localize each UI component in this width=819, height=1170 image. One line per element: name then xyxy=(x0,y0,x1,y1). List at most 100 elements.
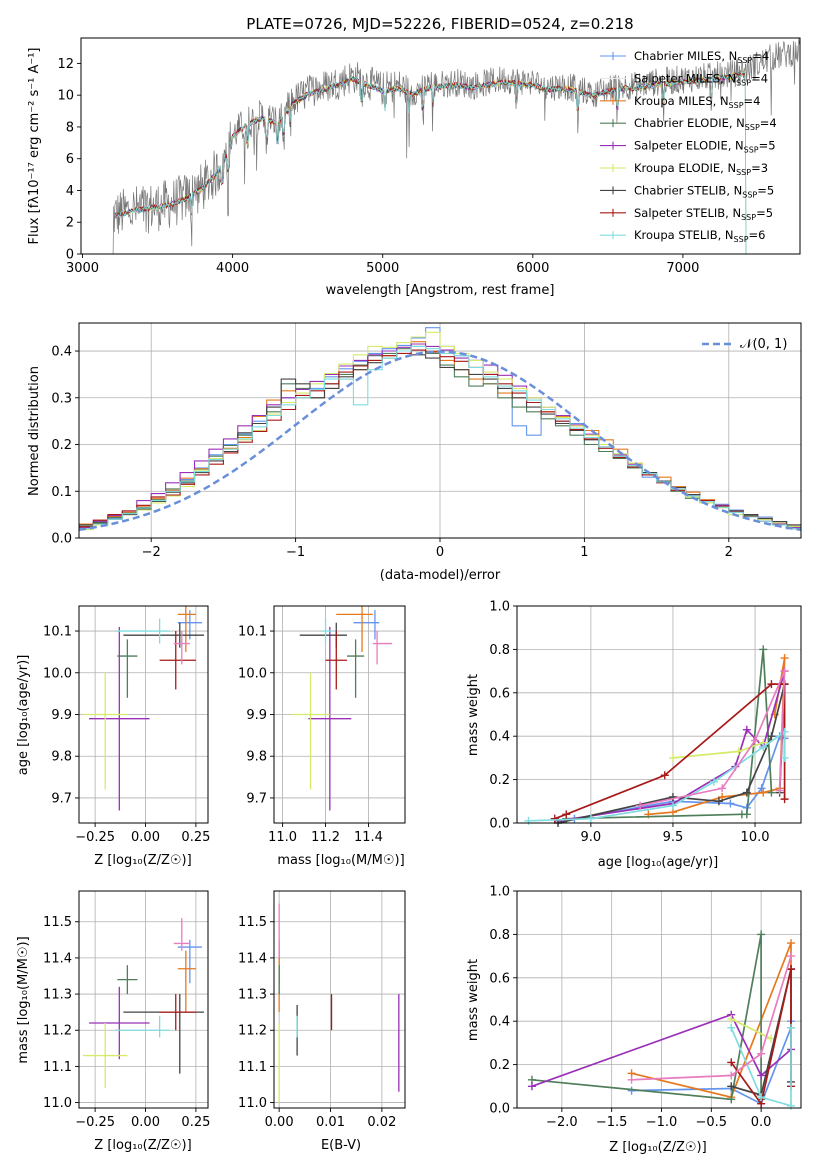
y-tick-label: 9.7 xyxy=(246,791,267,806)
y-tick-label: 0.3 xyxy=(51,391,72,406)
x-tick-label: 0.00 xyxy=(131,830,160,845)
mass-weight-vs-metallicity-axes: −2.0 −1.5 −1.0 −0.5 0.0 0.0 0.2 0.4 0.6 0.8 1.0 xyxy=(489,885,802,1130)
y-tick-label: 4 xyxy=(66,184,74,199)
age-vs-mass-axes: 11.0 11.2 11.4 9.7 9.8 9.9 10.0 10.1 xyxy=(238,605,406,845)
y-tick-label: 0.6 xyxy=(489,686,510,701)
mass-weight-marker xyxy=(780,654,789,663)
x-tick-label: −1.0 xyxy=(646,1115,678,1130)
x-tick-label: 3000 xyxy=(66,261,99,276)
mass-weight-marker xyxy=(727,1071,736,1080)
x-tick-label: 0 xyxy=(436,545,444,560)
y-tick-label: 0.4 xyxy=(489,1015,510,1030)
errorbar-point xyxy=(117,639,138,698)
y-tick-label: 1.0 xyxy=(489,885,510,900)
normal-legend-label: 𝒩(0, 1) xyxy=(740,337,787,352)
mass-weight-marker xyxy=(550,814,559,823)
errorbar-point xyxy=(321,618,335,644)
histogram-step-series xyxy=(79,345,801,530)
mass-weight-marker xyxy=(718,784,727,793)
mass-weight-marker xyxy=(787,965,796,974)
y-tick-label: 10 xyxy=(57,89,74,104)
mass-vs-extinction-x-axis-label: E(B-V) xyxy=(321,1138,361,1153)
mass-weight-marker xyxy=(668,753,677,762)
errorbar-point xyxy=(83,1023,128,1089)
y-tick-label: 0.6 xyxy=(489,971,510,986)
legend-entry-label: Chabrier ELODIE, NSSP=4 xyxy=(634,116,777,132)
y-tick-label: 2 xyxy=(66,216,74,231)
y-tick-label: 0.4 xyxy=(489,730,510,745)
age-vs-mass-x-axis-label: mass [log₁₀(M/M☉)] xyxy=(277,853,404,868)
axes-frame xyxy=(80,37,801,255)
y-tick-label: 0 xyxy=(66,248,74,263)
mass-weight-series xyxy=(727,1023,796,1110)
errorbar-point xyxy=(159,994,196,1031)
legend-entry-label: Salpeter MILES, NSSP=4 xyxy=(634,71,768,87)
mass-weight-marker xyxy=(727,1023,736,1032)
y-tick-label: 6 xyxy=(66,152,74,167)
observed-spectrum-line xyxy=(112,38,800,254)
y-tick-label: 8 xyxy=(66,120,74,135)
mass-weight-series xyxy=(727,1015,776,1043)
errorbar-point xyxy=(115,1015,170,1038)
y-tick-label: 10.0 xyxy=(238,666,267,681)
mass-weight-marker xyxy=(767,680,776,689)
age-vs-mass-plot-area xyxy=(274,606,405,823)
y-tick-label: 12 xyxy=(57,57,74,72)
y-tick-label: 0.4 xyxy=(51,345,72,360)
errorbar-point xyxy=(177,950,196,1013)
y-tick-label: 11.1 xyxy=(238,1060,267,1075)
mass-weight-series xyxy=(562,645,776,823)
x-tick-label: 6000 xyxy=(516,261,549,276)
y-tick-label: 10.0 xyxy=(43,666,72,681)
mass-weight-vs-metallicity-y-axis-label: mass weight xyxy=(466,959,481,1041)
x-tick-label: 0.25 xyxy=(181,1115,210,1130)
mass-weight-marker xyxy=(562,810,571,819)
errorbar-point xyxy=(336,606,373,652)
x-tick-label: −1.5 xyxy=(596,1115,628,1130)
mass-vs-metallicity-plot-area xyxy=(79,891,208,1108)
histogram-plot-area xyxy=(78,323,802,539)
mass-vs-extinction-panel: 0.00 0.01 0.02 11.0 11.1 11.2 11.3 11.4 11.5 E(B… xyxy=(238,890,406,1153)
age-vs-metallicity-panel: −0.25 0.00 0.25 9.7 9.8 9.9 10.0 10.1 Z [log₁₀(… xyxy=(16,605,210,868)
age-vs-mass-panel: 11.0 11.2 11.4 9.7 9.8 9.9 10.0 10.1 mass [log₁… xyxy=(238,605,406,868)
y-tick-label: 0.0 xyxy=(489,1102,510,1117)
y-tick-label: 9.7 xyxy=(51,791,72,806)
mass-weight-marker xyxy=(636,801,645,810)
mass-weight-line xyxy=(554,683,786,820)
y-tick-label: 11.5 xyxy=(238,915,267,930)
errorbar-point xyxy=(115,618,170,644)
mass-weight-marker xyxy=(742,810,751,819)
y-tick-label: 11.2 xyxy=(238,1024,267,1039)
mass-vs-extinction-axes: 0.00 0.01 0.02 11.0 11.1 11.2 11.3 11.4 11.5 xyxy=(238,890,406,1130)
legend-entry-label: Kroupa ELODIE, NSSP=3 xyxy=(634,161,768,177)
histogram-axes: −2 −1 0 1 2 0.0 0.1 0.2 0.3 0.4 xyxy=(51,322,802,560)
mass-weight-line xyxy=(631,955,792,1081)
mass-weight-marker xyxy=(627,1075,636,1084)
mass-weight-marker xyxy=(780,667,789,676)
mass-weight-vs-age-panel: 9.0 9.5 10.0 0.0 0.2 0.4 0.6 0.8 1.0 age [log₁₀(… xyxy=(466,600,802,870)
x-tick-label: 0.00 xyxy=(131,1115,160,1130)
mass-weight-marker xyxy=(586,814,595,823)
mass-weight-vs-metallicity-panel: −2.0 −1.5 −1.0 −0.5 0.0 0.0 0.2 0.4 0.6 0.8 1.0 Z … xyxy=(466,885,802,1155)
legend-entry-label: Kroupa STELIB, NSSP=6 xyxy=(634,228,765,244)
errorbar-point xyxy=(117,965,138,995)
legend-entry-label: Salpeter ELODIE, NSSP=5 xyxy=(634,139,776,155)
y-tick-label: 9.9 xyxy=(51,708,72,723)
spectrum-legend: Chabrier MILES, NSSP=4 Salpeter MILES, NS… xyxy=(600,49,777,244)
mass-vs-extinction-plot-area xyxy=(274,891,405,1108)
axes-frame xyxy=(273,890,406,1109)
mass-weight-marker xyxy=(780,753,789,762)
legend-entry-label: Chabrier MILES, NSSP=4 xyxy=(634,49,769,65)
x-tick-label: −2.0 xyxy=(546,1115,578,1130)
mass-vs-metallicity-panel: −0.25 0.00 0.25 11.0 11.1 11.2 11.3 11.4 11.5 Z … xyxy=(16,890,210,1153)
errorbar-point xyxy=(173,631,190,665)
mass-weight-vs-age-axes: 9.0 9.5 10.0 0.0 0.2 0.4 0.6 0.8 1.0 xyxy=(489,600,802,845)
mass-vs-metallicity-axes: −0.25 0.00 0.25 11.0 11.1 11.2 11.3 11.4 11.5 xyxy=(43,890,210,1130)
mass-weight-marker xyxy=(527,1082,536,1091)
mass-vs-metallicity-y-axis-label: mass [log₁₀(M/M☉)] xyxy=(16,936,31,1063)
mass-weight-vs-metallicity-x-axis-label: Z [log₁₀(Z/Z☉)] xyxy=(609,1140,706,1155)
mass-weight-line xyxy=(557,670,786,822)
mass-weight-marker xyxy=(727,1058,736,1067)
x-tick-label: 9.0 xyxy=(581,830,602,845)
